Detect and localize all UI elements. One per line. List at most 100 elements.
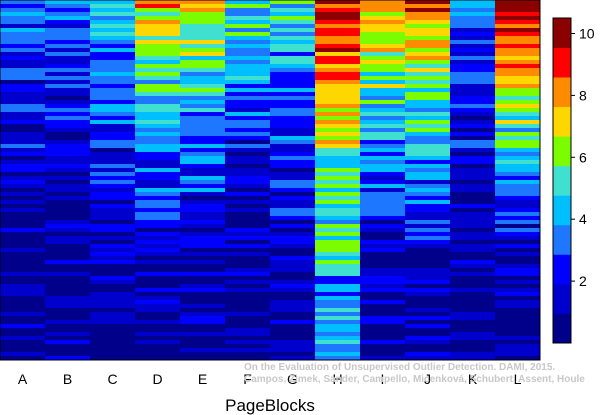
heatmap-cell [495, 152, 541, 157]
heatmap-cell [360, 144, 406, 149]
heatmap-cell [90, 4, 136, 9]
heatmap-cell [270, 324, 316, 329]
heatmap-cell [45, 184, 91, 189]
heatmap-cell [0, 124, 46, 129]
heatmap-cell [135, 216, 181, 221]
heatmap-cell [450, 188, 496, 193]
heatmap-cell [360, 112, 406, 117]
heatmap-cell [225, 76, 271, 81]
heatmap-cell [135, 284, 181, 289]
colorbar-tick-label: 6 [579, 149, 587, 165]
heatmap-cell [135, 328, 181, 333]
heatmap-cell [90, 36, 136, 41]
heatmap-cell [45, 208, 91, 213]
heatmap-cell [495, 236, 541, 241]
heatmap-cell [405, 72, 451, 77]
heatmap-cell [135, 108, 181, 113]
heatmap-column-g [270, 0, 316, 361]
heatmap-cell [315, 72, 361, 77]
heatmap-cell [45, 312, 91, 317]
heatmap-cell [270, 172, 316, 177]
heatmap-cell [45, 292, 91, 297]
heatmap-cell [45, 264, 91, 269]
heatmap-cell [270, 20, 316, 25]
heatmap-cell [135, 356, 181, 361]
heatmap-cell [45, 144, 91, 149]
heatmap-cell [180, 240, 226, 245]
heatmap-cell [180, 204, 226, 209]
heatmap-cell [405, 336, 451, 341]
heatmap-cell [315, 8, 361, 13]
heatmap-cell [135, 228, 181, 233]
heatmap-cell [495, 292, 541, 297]
heatmap-cell [495, 136, 541, 141]
heatmap-cell [270, 144, 316, 149]
heatmap-cell [45, 276, 91, 281]
heatmap-cell [90, 332, 136, 337]
heatmap-cell [0, 148, 46, 153]
heatmap-cell [45, 0, 91, 5]
heatmap-cell [270, 288, 316, 293]
heatmap-cell [45, 236, 91, 241]
heatmap-cell [270, 8, 316, 13]
heatmap-cell [180, 92, 226, 97]
heatmap-cell [405, 116, 451, 121]
heatmap-cell [180, 12, 226, 17]
heatmap-cell [495, 348, 541, 353]
heatmap-cell [495, 68, 541, 73]
heatmap-cell [405, 176, 451, 181]
heatmap-cell [360, 60, 406, 65]
heatmap-cell [315, 288, 361, 293]
heatmap-cell [45, 280, 91, 285]
heatmap-cell [270, 260, 316, 265]
colorbar-segment [553, 224, 571, 255]
heatmap-cell [45, 240, 91, 245]
heatmap-cell [450, 8, 496, 13]
heatmap-cell [90, 164, 136, 169]
heatmap-cell [0, 32, 46, 37]
heatmap-cell [405, 324, 451, 329]
heatmap-cell [270, 168, 316, 173]
heatmap-cell [450, 4, 496, 9]
heatmap-cell [360, 332, 406, 337]
heatmap-cell [135, 252, 181, 257]
heatmap-cell [450, 44, 496, 49]
heatmap-cell [495, 52, 541, 57]
heatmap-cell [225, 228, 271, 233]
heatmap-cell [45, 216, 91, 221]
heatmap-cell [135, 156, 181, 161]
heatmap-cell [45, 88, 91, 93]
heatmap-cell [180, 164, 226, 169]
heatmap-cell [360, 288, 406, 293]
heatmap-cell [135, 164, 181, 169]
heatmap-cell [135, 312, 181, 317]
heatmap-cell [135, 200, 181, 205]
heatmap-column-e [180, 0, 226, 361]
heatmap-cell [270, 276, 316, 281]
heatmap-cell [315, 268, 361, 273]
heatmap-cell [90, 100, 136, 105]
heatmap-cell [0, 352, 46, 357]
heatmap-cell [270, 212, 316, 217]
heatmap-cell [270, 304, 316, 309]
heatmap-cell [270, 204, 316, 209]
heatmap-cell [135, 88, 181, 93]
heatmap-cell [45, 20, 91, 25]
heatmap-cell [315, 44, 361, 49]
heatmap-cell [135, 152, 181, 157]
heatmap-cell [315, 124, 361, 129]
heatmap-cell [180, 268, 226, 273]
heatmap-cell [180, 308, 226, 313]
heatmap-cell [225, 52, 271, 57]
x-tick-label: A [18, 371, 28, 387]
heatmap-cell [360, 64, 406, 69]
heatmap-cell [180, 216, 226, 221]
heatmap-cell [270, 180, 316, 185]
heatmap-cell [135, 232, 181, 237]
heatmap-cell [405, 88, 451, 93]
heatmap-cell [180, 260, 226, 265]
heatmap-cell [315, 52, 361, 57]
heatmap-cell [180, 104, 226, 109]
watermark-line-1: On the Evaluation of Unsupervised Outlie… [244, 362, 555, 373]
heatmap-cell [45, 328, 91, 333]
